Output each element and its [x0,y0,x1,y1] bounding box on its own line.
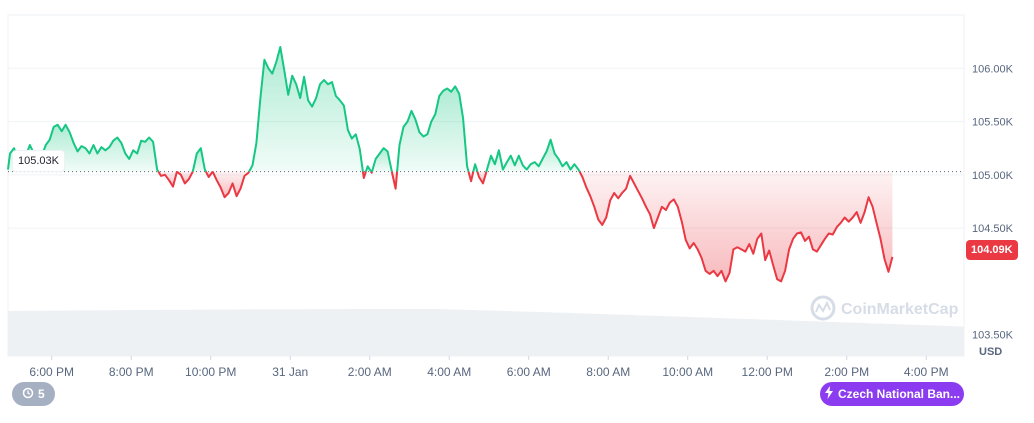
area-above-reference [249,47,363,172]
x-tick-label: 12:00 PM [742,365,793,379]
price-line-down [370,171,373,174]
x-tick-label: 10:00 AM [662,365,713,379]
x-tick-label: 10:00 PM [185,365,236,379]
currency-unit: USD [979,346,1003,358]
price-line-up [472,163,479,172]
volume-bars [8,309,964,356]
price-line-down [211,171,250,199]
y-tick-label: 106.00K [972,63,1014,75]
watermark-text: CoinMarketCap [841,301,959,318]
y-tick-label: 104.50K [972,223,1014,235]
price-line-up [371,147,393,172]
y-tick-label: 103.50K [972,330,1014,342]
area-above-reference [397,86,469,172]
price-line-down [578,171,894,283]
y-axis: 106.00K 105.50K 105.00K 104.50K 103.50K [972,63,1014,341]
price-line-up [7,123,160,173]
reference-price-label: 105.03K [12,150,65,172]
x-tick-label: 4:00 PM [904,365,949,379]
history-icon [22,387,34,402]
x-axis: 6:00 PM 8:00 PM 10:00 PM 31 Jan 2:00 AM 4:00 … [29,356,949,379]
price-line-down [390,171,399,190]
price-line-down [205,171,214,178]
price-line-down [157,171,178,188]
y-tick-label: 105.00K [972,170,1014,182]
price-line-up [248,46,364,173]
x-tick-label: 2:00 AM [348,365,392,379]
price-line-down [467,171,475,183]
last-price-label: 104.09K [966,240,1018,260]
price-line-up [485,138,581,173]
x-tick-label: 4:00 AM [427,365,471,379]
area-above-reference [486,139,580,172]
event-label: Czech National Ban... [837,387,961,401]
volume-area [8,309,964,356]
x-tick-label: 2:00 PM [824,365,869,379]
x-tick-label: 6:00 PM [29,365,74,379]
price-line-down [361,171,367,179]
x-tick-label: 6:00 AM [507,365,551,379]
x-tick-label: 8:00 PM [109,365,154,379]
area-above-reference [372,148,392,172]
lightning-icon [824,386,834,402]
area-below-reference [477,171,487,184]
watermark: CoinMarketCap [810,295,959,321]
history-count: 5 [38,387,45,401]
y-tick-label: 105.50K [972,117,1014,129]
area-below-reference [579,171,893,282]
x-tick-label: 8:00 AM [586,365,630,379]
area-below-reference [212,171,250,198]
history-button[interactable]: 5 [12,382,55,406]
area-above-reference [192,148,206,172]
area-below-reference [158,171,177,187]
price-line-up [191,147,207,173]
price-line-down [176,170,194,185]
coinmarketcap-logo-icon [810,295,836,321]
price-line-up [396,85,470,172]
x-tick-label: 31 Jan [272,365,308,379]
price-line-down [476,171,488,185]
price-line-up [364,165,372,173]
event-button[interactable]: Czech National Ban... [820,382,964,406]
